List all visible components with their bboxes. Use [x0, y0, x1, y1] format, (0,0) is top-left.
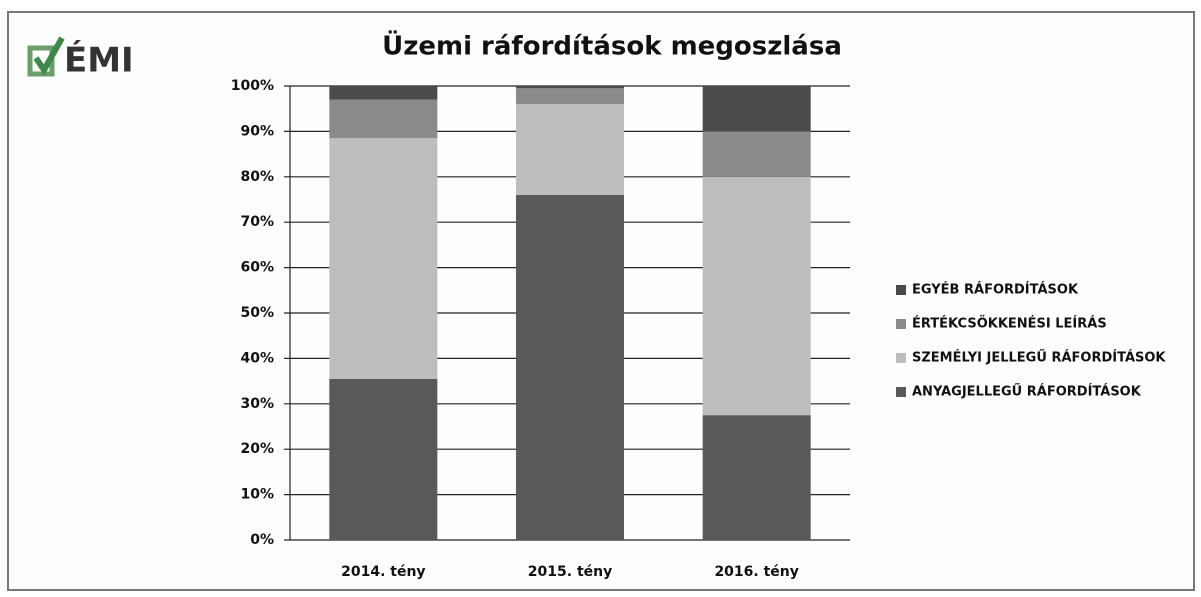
y-tick-label: 20%: [240, 441, 274, 457]
x-tick-label: 2016. tény: [714, 564, 798, 580]
y-tick-label: 80%: [240, 169, 274, 185]
legend-label: EGYÉB RÁFORDÍTÁSOK: [912, 282, 1079, 298]
bar-segment: [516, 194, 624, 540]
y-tick-label: 70%: [240, 214, 274, 230]
bar-segment: [702, 415, 811, 540]
bar-segment: [329, 378, 438, 540]
legend-swatch: [896, 387, 906, 397]
y-tick-label: 50%: [240, 305, 274, 321]
legend-swatch: [896, 353, 906, 363]
legend-label: ÉRTÉKCSÖKKENÉSI LEÍRÁS: [912, 316, 1107, 332]
legend-label: SZEMÉLYI JELLEGŰ RÁFORDÍTÁSOK: [912, 350, 1166, 366]
bar-segment: [329, 86, 438, 100]
bar-segment: [702, 86, 811, 132]
y-tick-label: 100%: [231, 78, 274, 94]
y-tick-label: 30%: [240, 396, 274, 412]
bar-segment: [329, 99, 438, 139]
y-tick-label: 40%: [240, 350, 274, 366]
legend-swatch: [896, 285, 906, 295]
logo: ÉMI: [64, 40, 134, 81]
logo-check: [33, 36, 65, 76]
logo-box: [27, 45, 55, 77]
y-tick-label: 60%: [240, 260, 274, 276]
bar-segment: [516, 88, 624, 105]
y-tick-label: 90%: [240, 123, 274, 139]
y-tick-label: 10%: [240, 487, 274, 503]
y-tick-label: 0%: [250, 532, 274, 548]
bar-segment: [702, 131, 811, 177]
x-tick-label: 2015. tény: [528, 564, 612, 580]
bar-segment: [516, 86, 624, 89]
legend-label: ANYAGJELLEGŰ RÁFORDÍTÁSOK: [912, 384, 1142, 400]
bar-segment: [329, 138, 438, 379]
bar-segment: [516, 104, 624, 195]
chart-title: Üzemi ráfordítások megoszlása: [382, 29, 842, 62]
x-tick-label: 2014. tény: [341, 564, 425, 580]
legend-swatch: [896, 319, 906, 329]
bar-segment: [702, 176, 811, 416]
